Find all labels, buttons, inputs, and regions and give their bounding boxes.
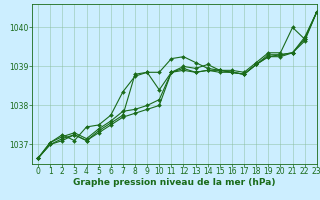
X-axis label: Graphe pression niveau de la mer (hPa): Graphe pression niveau de la mer (hPa) — [73, 178, 276, 187]
